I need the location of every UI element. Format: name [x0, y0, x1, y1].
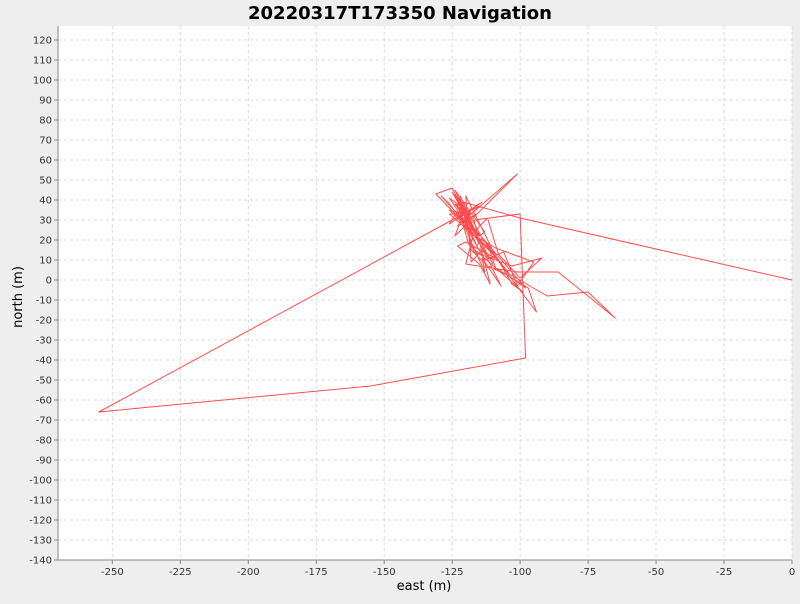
y-tick-label: -140	[29, 556, 52, 567]
y-tick-label: -100	[29, 476, 52, 487]
x-tick-label: -75	[580, 567, 596, 578]
y-tick-label: 40	[39, 196, 52, 207]
series-layer	[98, 173, 793, 413]
y-tick-label: 10	[39, 256, 52, 267]
y-tick-label: 70	[39, 136, 52, 147]
y-tick-label: -120	[29, 516, 52, 527]
y-tick-label: -130	[29, 536, 52, 547]
y-tick-label: 90	[39, 96, 52, 107]
chart-title: 20220317T173350 Navigation	[248, 3, 552, 24]
y-tick-label: -80	[36, 436, 52, 447]
y-tick-label: 30	[39, 216, 52, 227]
x-tick-label: -50	[648, 567, 664, 578]
x-tick-label: -150	[373, 567, 396, 578]
y-tick-label: 60	[39, 156, 52, 167]
navigation-track-line	[98, 173, 793, 413]
x-tick-label: -200	[237, 567, 260, 578]
y-tick-label: -110	[29, 496, 52, 507]
y-tick-label: 80	[39, 116, 52, 127]
x-tick-label: -175	[305, 567, 328, 578]
y-axis-label: north (m)	[11, 266, 26, 328]
x-tick-label: -250	[101, 567, 124, 578]
x-axis-label: east (m)	[397, 579, 452, 594]
y-tick-label: 100	[33, 76, 52, 87]
x-tick-label: -25	[716, 567, 732, 578]
y-tick-label: -10	[36, 296, 52, 307]
y-tick-label: -50	[36, 376, 52, 387]
y-tick-label: -90	[36, 456, 52, 467]
y-tick-label: -60	[36, 396, 52, 407]
x-tick-label: 0	[789, 567, 795, 578]
y-tick-label: -30	[36, 336, 52, 347]
axes: -250 -225 -200 -175 -150 -125 -100 -75 -50 -25 0-1…	[29, 26, 795, 578]
y-tick-label: 120	[33, 36, 52, 47]
x-tick-label: -125	[441, 567, 464, 578]
y-tick-label: 50	[39, 176, 52, 187]
x-tick-label: -225	[169, 567, 192, 578]
x-tick-label: -100	[509, 567, 532, 578]
y-tick-label: -70	[36, 416, 52, 427]
y-tick-label: -20	[36, 316, 52, 327]
y-tick-label: 0	[46, 276, 52, 287]
y-tick-label: -40	[36, 356, 52, 367]
y-tick-label: 20	[39, 236, 52, 247]
y-tick-label: 110	[33, 56, 52, 67]
